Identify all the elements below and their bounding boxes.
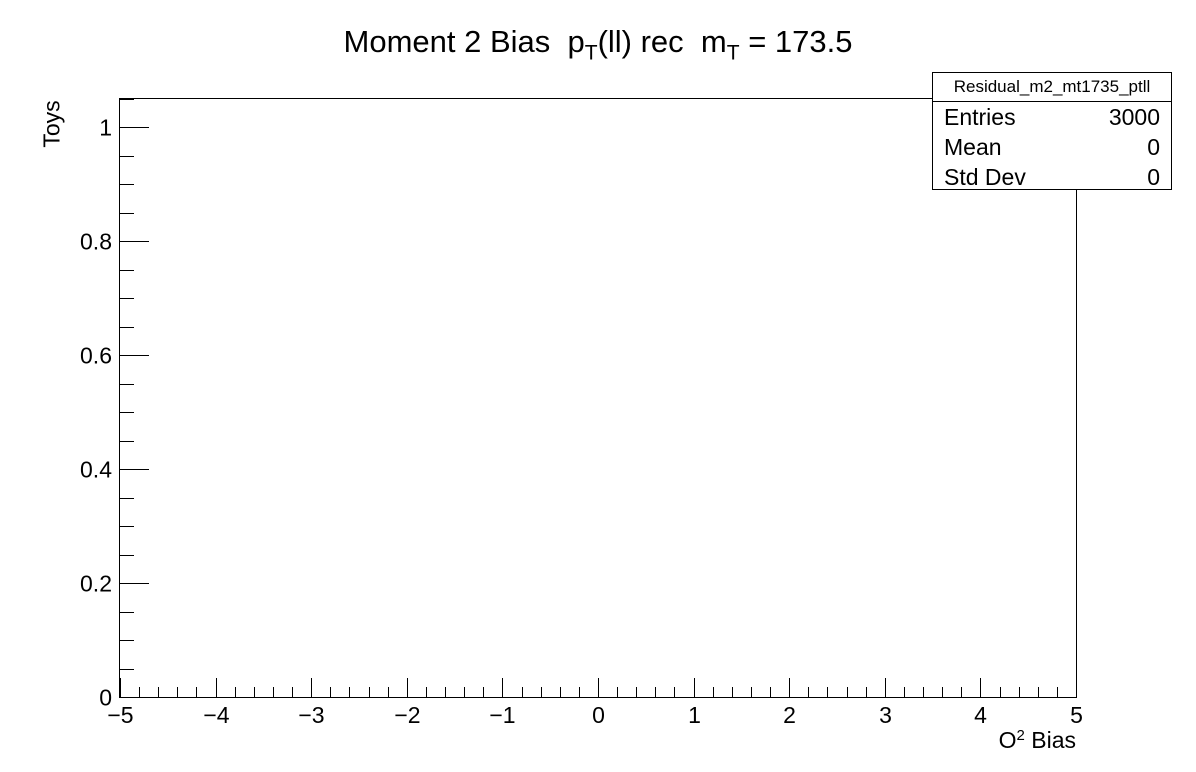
y-axis: 0 0.2 0.4 0.6 0.8 1 bbox=[80, 99, 149, 711]
y-tick-label: 0.4 bbox=[80, 457, 112, 483]
title-moment-label: Moment 2 Bias bbox=[343, 24, 551, 59]
plot-frame bbox=[119, 98, 1077, 698]
x-tick-label: 1 bbox=[688, 702, 701, 728]
stats-label: Std Dev bbox=[944, 164, 1026, 190]
x-axis-label-base: O bbox=[998, 727, 1017, 753]
x-tick-label: −1 bbox=[489, 702, 515, 728]
stats-value: 3000 bbox=[1108, 104, 1160, 130]
x-tick-label: −2 bbox=[394, 702, 420, 728]
y-tick-label: 0.6 bbox=[80, 343, 112, 369]
y-tick-label: 0.8 bbox=[80, 229, 112, 255]
stats-histogram-name: Residual_m2_mt1735_ptll bbox=[933, 73, 1171, 102]
title-pt-rest: (ll) rec bbox=[597, 24, 684, 59]
x-tick-label: −4 bbox=[203, 702, 229, 728]
y-axis-label: Toys bbox=[38, 100, 65, 148]
title-pt-subscript: T bbox=[584, 41, 598, 65]
y-tick-label: 0.2 bbox=[80, 571, 112, 597]
x-tick-label: 2 bbox=[783, 702, 796, 728]
title-pt-symbol: p bbox=[567, 24, 585, 59]
x-tick-label: 4 bbox=[974, 702, 987, 728]
x-tick-label: −3 bbox=[298, 702, 324, 728]
stats-label: Entries bbox=[944, 104, 1016, 130]
y-tick-label: 0 bbox=[99, 685, 112, 711]
title-mass-rest: = 173.5 bbox=[739, 24, 853, 59]
stats-row-std-dev: Std Dev 0 bbox=[933, 162, 1171, 192]
x-tick-label: −5 bbox=[107, 702, 133, 728]
y-tick-label: 1 bbox=[99, 115, 112, 141]
chart-title: Moment 2 Bias pT(ll) rec mT = 173.5 bbox=[0, 24, 1196, 63]
title-mass-subscript: T bbox=[726, 41, 740, 65]
stats-row-entries: Entries 3000 bbox=[933, 102, 1171, 132]
x-axis-label-rest: Bias bbox=[1024, 727, 1076, 753]
x-tick-label: 3 bbox=[879, 702, 892, 728]
x-tick-label: 5 bbox=[1070, 702, 1083, 728]
stats-value: 0 bbox=[1147, 134, 1160, 160]
x-axis-label-superscript: 2 bbox=[1016, 726, 1025, 744]
x-axis: −5 −4 −3 −2 −1 0 1 2 3 4 5 bbox=[107, 678, 1083, 728]
stats-value: 0 bbox=[1147, 164, 1160, 190]
stats-row-mean: Mean 0 bbox=[933, 132, 1171, 162]
x-axis-label: O2 Bias bbox=[999, 727, 1076, 754]
title-mass-symbol: m bbox=[700, 24, 727, 59]
stats-box: Residual_m2_mt1735_ptll Entries 3000 Mea… bbox=[932, 72, 1172, 190]
x-tick-label: 0 bbox=[592, 702, 605, 728]
stats-label: Mean bbox=[944, 134, 1002, 160]
